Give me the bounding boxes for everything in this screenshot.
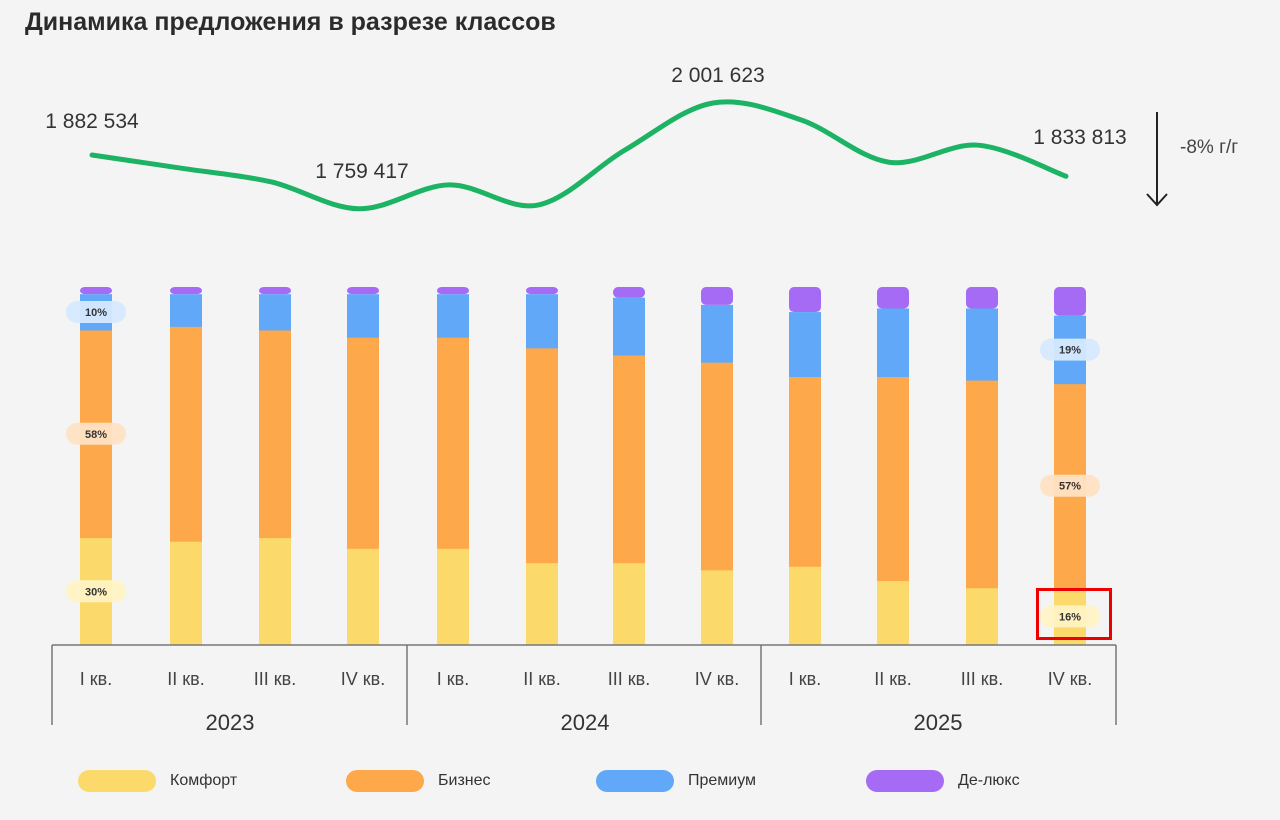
bar-segment-Бизнес (701, 362, 733, 571)
year-label: 2025 (914, 710, 963, 735)
bar-segment-Комфорт (170, 541, 202, 646)
bar-segment-Де-люкс (170, 287, 202, 295)
bar-segment-Де-люкс (526, 287, 558, 295)
legend-label: Де-люкс (958, 772, 1020, 789)
data-label: 57% (1059, 481, 1081, 493)
legend-swatch (78, 770, 156, 792)
bar-segment-Де-люкс (701, 287, 733, 305)
data-label-pill (1040, 474, 1100, 497)
bar-segment-Де-люкс (966, 287, 998, 309)
bar-segment-Бизнес (613, 355, 645, 564)
bar-segment-Комфорт (259, 537, 291, 646)
chart-title: Динамика предложения в разрезе классов (25, 8, 556, 36)
bar-segment-Де-люкс (1054, 287, 1086, 316)
x-tick-label: III кв. (254, 669, 296, 689)
data-label-pill (1040, 338, 1100, 361)
legend-business: Бизнес (346, 770, 491, 792)
bar-segment-Премиум (613, 297, 645, 356)
bar-segment-Де-люкс (877, 287, 909, 309)
legend-label: Комфорт (170, 772, 238, 789)
bar-segment-Бизнес (259, 329, 291, 539)
bar-segment-Комфорт (526, 562, 558, 646)
line-value-label: 1 759 417 (315, 160, 408, 183)
bar-segment-Бизнес (789, 376, 821, 567)
x-tick-label: II кв. (874, 669, 911, 689)
x-tick-label: I кв. (789, 669, 821, 689)
bar-segment-Бизнес (437, 337, 469, 549)
line-value-label: 1 882 534 (45, 110, 139, 133)
bar-segment-Комфорт (437, 548, 469, 646)
bar-segment-Премиум (966, 308, 998, 381)
x-tick-label: IV кв. (1048, 669, 1092, 689)
legend-label: Бизнес (438, 772, 491, 789)
legend-swatch (346, 770, 424, 792)
x-tick-label: IV кв. (695, 669, 739, 689)
legend-swatch (596, 770, 674, 792)
bar-segment-Де-люкс (259, 287, 291, 295)
x-tick-label: III кв. (608, 669, 650, 689)
data-label-pill (66, 422, 126, 445)
bar-segment-Де-люкс (80, 287, 112, 295)
year-label: 2024 (561, 710, 610, 735)
bar-segment-Комфорт (966, 587, 998, 646)
bar-segment-Комфорт (347, 548, 379, 646)
bar-segment-Комфорт (701, 569, 733, 646)
x-tick-label: II кв. (523, 669, 560, 689)
legend-premium: Премиум (596, 770, 756, 792)
x-tick-label: I кв. (437, 669, 469, 689)
bar-segment-Премиум (259, 294, 291, 331)
legend-label: Премиум (688, 772, 757, 789)
bar-segment-Де-люкс (347, 287, 379, 295)
data-label: 10% (85, 307, 107, 319)
line-value-label: 2 001 623 (671, 64, 764, 87)
bar-segment-Премиум (789, 312, 821, 377)
highlight-box (1036, 588, 1112, 640)
data-label-pill (66, 301, 126, 324)
data-label-pill (66, 580, 126, 603)
bar-segment-Бизнес (170, 326, 202, 542)
bar-segment-Бизнес (877, 376, 909, 582)
legend-swatch (866, 770, 944, 792)
bar-segment-Комфорт (613, 562, 645, 646)
bar-segment-Комфорт (877, 580, 909, 646)
x-tick-label: IV кв. (341, 669, 385, 689)
bar-segment-Бизнес (347, 337, 379, 549)
legend-comfort: Комфорт (78, 770, 237, 792)
bar-segment-Бизнес (526, 347, 558, 564)
data-label: 19% (1059, 345, 1081, 357)
bar-segment-Де-люкс (789, 287, 821, 313)
data-label: 30% (85, 586, 107, 598)
down-arrow-icon (1146, 193, 1168, 207)
legend-deluxe: Де-люкс (866, 770, 1020, 792)
x-tick-label: III кв. (961, 669, 1003, 689)
bar-segment-Де-люкс (613, 287, 645, 298)
bar-segment-Премиум (170, 294, 202, 327)
bar-segment-Де-люкс (437, 287, 469, 295)
year-label: 2023 (206, 710, 255, 735)
total-supply-line (89, 99, 1069, 212)
bar-segment-Премиум (877, 308, 909, 377)
line-value-label: 1 833 813 (1033, 126, 1126, 149)
data-label: 16% (1059, 611, 1081, 623)
yoy-change-label: -8% г/г (1180, 137, 1238, 158)
bar-segment-Премиум (701, 304, 733, 363)
data-label-pill (1040, 605, 1100, 628)
bar-segment-Комфорт (789, 566, 821, 646)
data-label: 58% (85, 429, 107, 441)
bar-segment-Премиум (347, 294, 379, 338)
x-tick-label: II кв. (167, 669, 204, 689)
bar-segment-Премиум (526, 294, 558, 349)
bar-segment-Бизнес (966, 380, 998, 589)
bar-segment-Премиум (437, 294, 469, 338)
x-tick-label: I кв. (80, 669, 112, 689)
